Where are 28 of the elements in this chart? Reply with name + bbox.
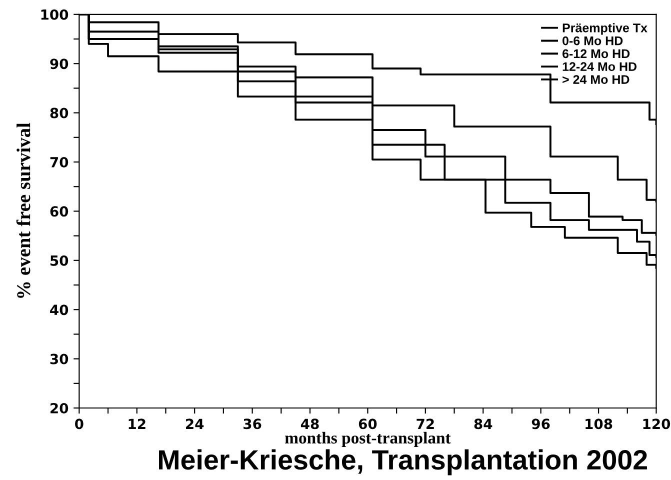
- y-tick-label: 70: [50, 156, 68, 168]
- y-tick-label: 100: [41, 9, 68, 20]
- y-tick-label: 40: [50, 304, 68, 316]
- legend-label: 0-6 Mo HD: [562, 36, 623, 46]
- y-tick-label: 30: [50, 354, 68, 364]
- legend-label: > 24 Mo HD: [562, 75, 630, 84]
- y-axis-title: % event free survival: [16, 122, 30, 298]
- legend-label: 12-24 Mo HD: [562, 62, 637, 72]
- y-tick-label: 50: [50, 255, 68, 266]
- x-tick-label: 60: [358, 418, 377, 430]
- y-tick-label: 60: [50, 206, 68, 217]
- x-tick-label: 72: [416, 418, 434, 429]
- x-tick-label: 96: [532, 418, 550, 430]
- legend-label: Präemptive Tx: [562, 23, 648, 35]
- y-tick-label: 80: [50, 108, 68, 118]
- x-tick-label: 36: [244, 418, 262, 430]
- y-tick-label: 90: [50, 58, 68, 70]
- x-axis-title: months post-transplant: [285, 432, 451, 447]
- y-tick-label: 20: [50, 402, 68, 414]
- x-tick-label: 84: [474, 418, 492, 430]
- x-tick-label: 120: [643, 418, 670, 430]
- x-tick-label: 12: [128, 418, 146, 429]
- x-tick-label: 48: [300, 418, 319, 430]
- x-tick-label: 108: [586, 418, 612, 430]
- legend-label: 6-12 Mo HD: [562, 49, 630, 58]
- text: Meier-Kriesche, Transplantation 2002: [159, 449, 647, 476]
- x-tick-label: 24: [186, 418, 204, 429]
- x-tick-label: 0: [75, 418, 84, 430]
